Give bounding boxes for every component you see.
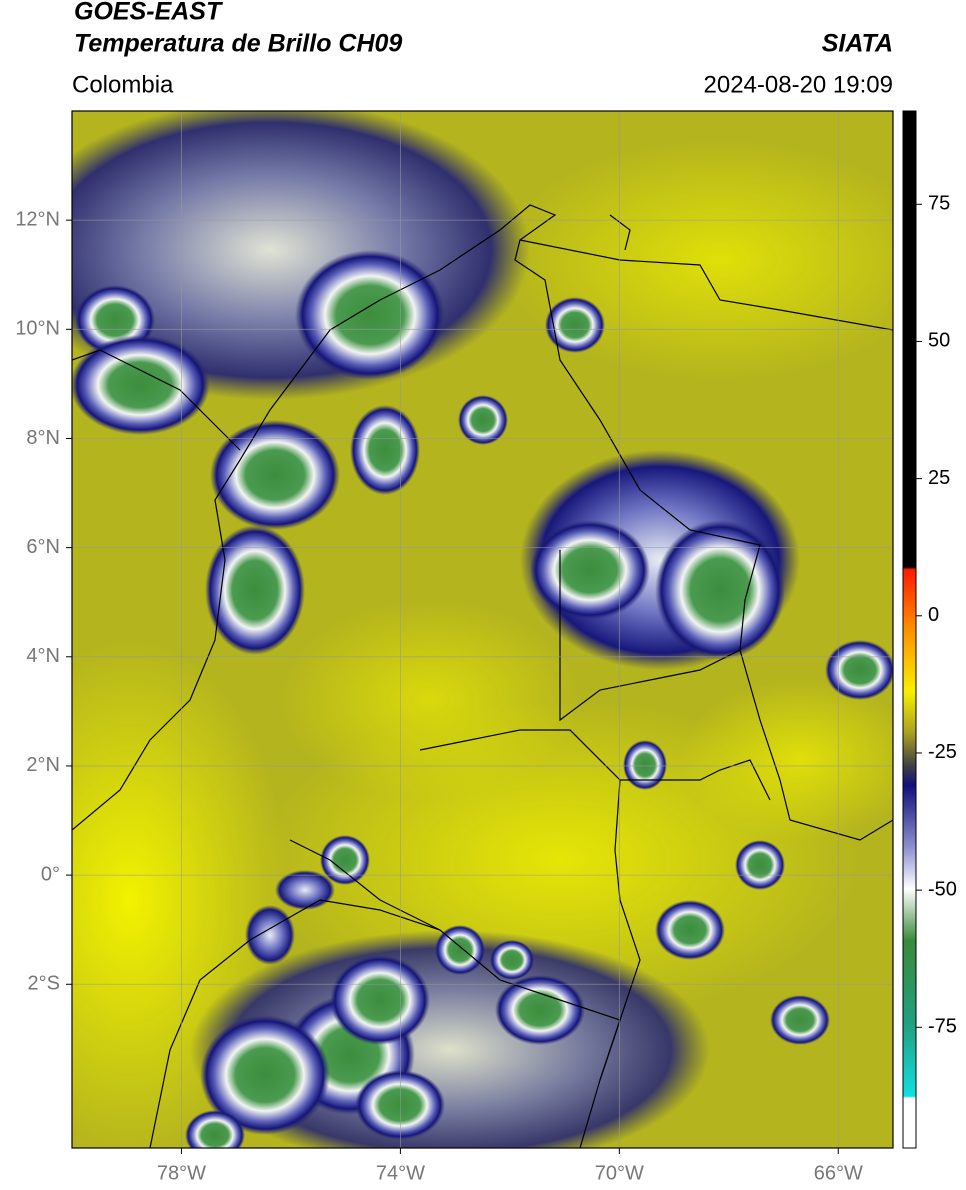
source: SIATA [822,30,893,58]
y-tick-label: 6°N [26,536,60,558]
map-frame [71,110,894,1149]
border [419,729,641,1081]
border [519,239,893,331]
x-tick-label: 74°W [376,1162,425,1184]
border [289,839,441,931]
y-tick-label: 2°S [28,973,60,995]
subtitle: Temperatura de Brillo CH09 [74,30,402,58]
y-tick-label: 12°N [15,208,60,230]
colorbar [902,110,917,1149]
y-tick-label: 10°N [15,318,60,340]
y-tick-label: 4°N [26,645,60,667]
colorbar-label: -25 [928,741,957,763]
y-tick-label: 8°N [26,427,60,449]
region: Colombia [72,71,174,98]
y-tick-label: 0° [41,863,60,885]
border [559,550,741,722]
colorbar-label: -50 [928,878,957,900]
axes: 78°W 74°W 70°W 66°W 12°N 10°N 8°N 6°N 4°N 2°N 0° 2°… [15,111,957,1184]
title: GOES-EAST [74,0,224,26]
colorbar-label: -75 [928,1016,957,1038]
satellite-image [72,111,893,1148]
colorbar-label: 50 [928,330,950,352]
x-tick-label: 70°W [595,1162,644,1184]
datetime: 2024-08-20 19:09 [704,71,894,98]
border [72,349,241,451]
x-tick-label: 78°W [157,1162,206,1184]
y-tick-label: 2°N [26,754,60,776]
colorbar-label: 75 [928,193,950,215]
x-tick-label: 66°W [814,1162,863,1184]
colorbar-label: 0 [928,604,939,626]
colorbar-label: 25 [928,467,950,489]
border [620,759,771,801]
